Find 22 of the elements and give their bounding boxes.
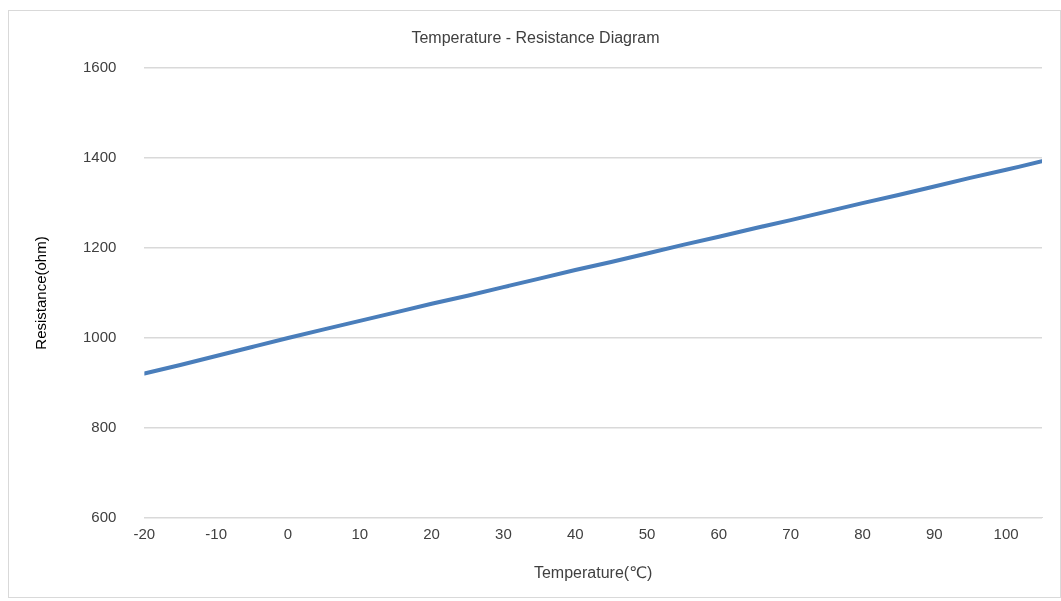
x-tick-label: 80 — [854, 524, 871, 542]
y-axis-title: Resistance(ohm) — [32, 236, 50, 350]
x-tick-label: 50 — [638, 524, 656, 542]
x-tick-label: -20 — [133, 524, 156, 542]
y-tick-label: 1200 — [82, 238, 117, 256]
x-tick-label: 0 — [283, 524, 293, 542]
x-tick-label: 90 — [925, 524, 943, 542]
x-tick-label: 40 — [566, 524, 584, 542]
x-tick-label: 20 — [423, 524, 440, 542]
x-tick-label: 100 — [993, 524, 1019, 542]
chart-title: Temperature - Resistance Diagram — [411, 29, 660, 47]
x-tick-label: 70 — [782, 524, 800, 542]
y-tick-label: 600 — [91, 507, 117, 525]
y-tick-label: 1000 — [82, 328, 117, 346]
x-tick-label: 60 — [710, 524, 728, 542]
x-tick-label: -10 — [205, 524, 228, 542]
x-axis-title: Temperature(℃) — [533, 563, 653, 581]
y-tick-label: 1400 — [82, 148, 117, 166]
x-tick-label: 30 — [495, 524, 512, 542]
x-tick-label: 10 — [351, 524, 369, 542]
y-tick-label: 800 — [91, 418, 117, 436]
y-tick-label: 1600 — [82, 58, 117, 76]
